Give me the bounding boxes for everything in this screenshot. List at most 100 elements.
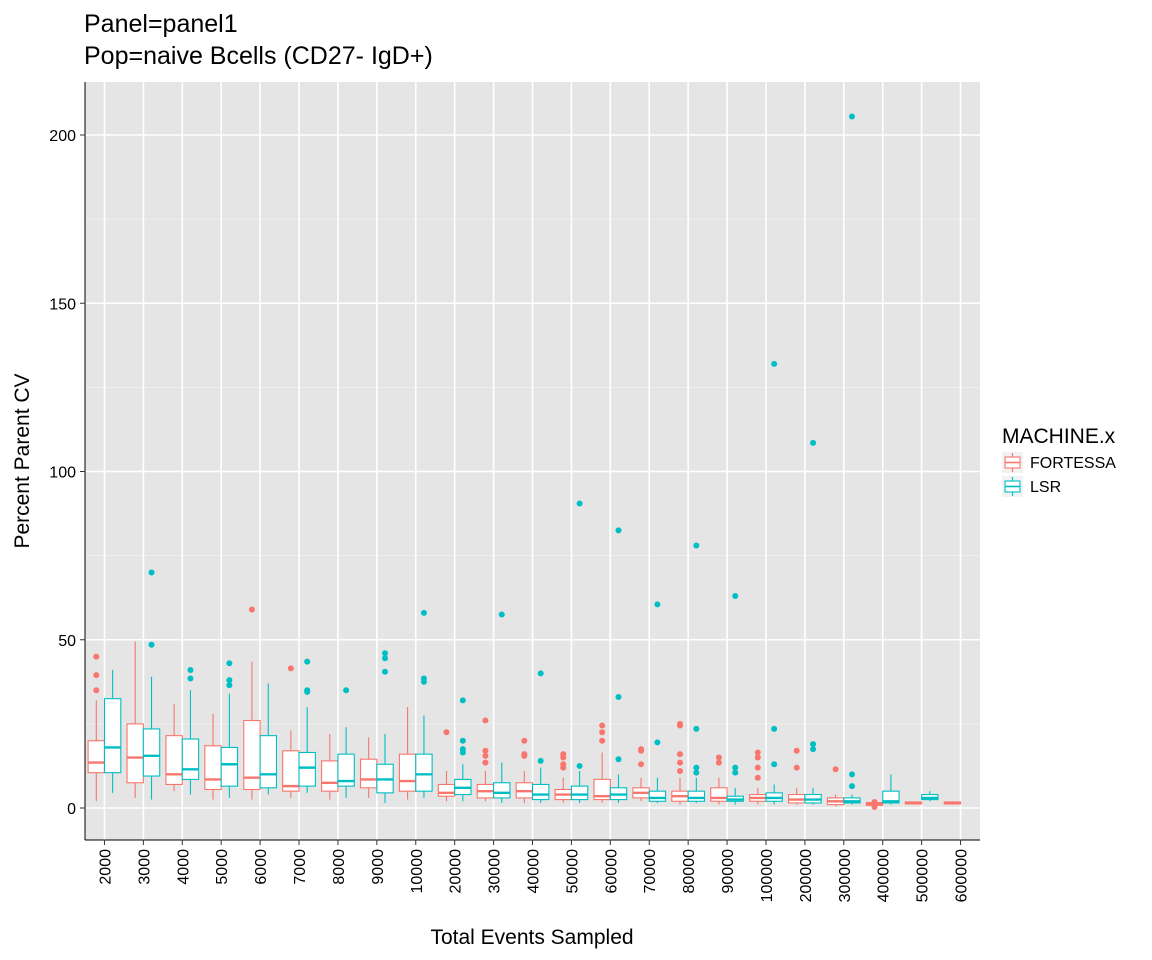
x-tick-label: 20000 (448, 849, 465, 894)
chart-subtitle: Pop=naive Bcells (CD27- IgD+) (84, 42, 433, 70)
outlier-point (771, 725, 778, 732)
x-tick-label: 80000 (681, 849, 698, 894)
x-tick-label: 400000 (876, 849, 893, 902)
outlier-point (521, 751, 528, 758)
outlier-point (560, 751, 567, 758)
box-lsr-20000 (454, 697, 472, 802)
x-tick-label: 500000 (915, 849, 932, 902)
outlier-point (832, 766, 839, 773)
box-body (531, 783, 550, 801)
box-lsr-70000 (648, 601, 667, 803)
box-body (243, 719, 261, 791)
outlier-point (810, 439, 817, 446)
box-body (437, 783, 456, 797)
box-body (337, 753, 355, 787)
outlier-point (576, 762, 583, 769)
outlier-point (615, 527, 622, 534)
outlier-point (693, 542, 700, 549)
outlier-point (459, 746, 466, 753)
outlier-point (810, 741, 817, 748)
outlier-point (693, 764, 700, 771)
outlier-point (848, 771, 855, 778)
outlier-point (420, 675, 427, 682)
outlier-point (482, 759, 489, 766)
box-fortessa-60000 (593, 722, 611, 803)
box-lsr-3000 (142, 569, 161, 800)
outlier-point (693, 769, 700, 776)
x-tick-label: 200000 (798, 849, 815, 902)
box-body (882, 790, 900, 804)
box-body (259, 735, 278, 789)
box-layer (87, 113, 962, 810)
outlier-point (732, 764, 739, 771)
outlier-point (599, 722, 606, 729)
outlier-point (148, 569, 155, 576)
box-lsr-50000 (570, 500, 589, 803)
outlier-point (615, 693, 622, 700)
outlier-point (482, 747, 489, 754)
y-tick-labels: 0 50 100 150 200 (49, 128, 76, 818)
x-tick-label: 6000 (253, 849, 270, 885)
outlier-point (287, 665, 294, 672)
box-body (687, 790, 706, 802)
outlier-point (771, 761, 778, 768)
outlier-point (715, 754, 722, 761)
outlier-point (226, 682, 233, 689)
outlier-point (382, 650, 389, 657)
x-tick-label: 40000 (526, 849, 543, 894)
box-fortessa-40000 (515, 737, 534, 803)
outlier-point (187, 667, 194, 674)
box-fortessa-300000 (826, 766, 845, 807)
legend: MACHINE.x FORTESSA LSR (1002, 425, 1116, 497)
box-lsr-80000 (687, 542, 706, 803)
legend-key-lsr (1002, 476, 1023, 497)
box-lsr-100000 (765, 360, 783, 805)
box-body (220, 746, 239, 787)
box-fortessa-100000 (749, 749, 767, 805)
outlier-point (521, 737, 528, 744)
box-fortessa-7000 (282, 665, 300, 798)
box-body (87, 740, 106, 774)
outlier-point (771, 360, 778, 367)
y-tick-label: 0 (67, 801, 76, 818)
outlier-point (793, 747, 800, 754)
box-fortessa-500000 (904, 801, 923, 805)
outlier-point (459, 697, 466, 704)
box-lsr-40000 (531, 670, 550, 803)
outlier-point (676, 759, 683, 766)
legend-title: MACHINE.x (1002, 425, 1116, 448)
outlier-point (148, 641, 155, 648)
legend-key-fortessa (1002, 452, 1023, 473)
box-fortessa-5000 (204, 713, 222, 800)
x-tick-label: 5000 (214, 849, 231, 885)
outlier-point (654, 601, 661, 608)
box-lsr-7000 (298, 658, 316, 793)
box-lsr-5000 (220, 660, 239, 798)
box-body (126, 723, 144, 784)
outlier-point (754, 774, 761, 781)
box-lsr-200000 (804, 439, 822, 805)
outlier-point (676, 720, 683, 727)
y-tick-label: 50 (58, 633, 76, 650)
outlier-point (382, 668, 389, 675)
legend-label-fortessa: FORTESSA (1030, 455, 1116, 472)
box-fortessa-3000 (126, 641, 144, 798)
box-fortessa-600000 (943, 801, 962, 805)
box-fortessa-30000 (476, 717, 495, 802)
box-fortessa-9000 (359, 737, 378, 798)
outlier-point (810, 746, 817, 753)
outlier-point (343, 687, 350, 694)
x-tick-label: 90000 (720, 849, 737, 894)
outlier-point (732, 769, 739, 776)
outlier-point (848, 113, 855, 120)
box-lsr-4000 (181, 667, 200, 795)
x-tick-labels: 2000 3000 4000 5000 6000 7000 8000 9000 10000 200… (97, 849, 970, 902)
box-fortessa-80000 (671, 720, 689, 805)
box-body (165, 735, 183, 785)
box-lsr-30000 (493, 611, 511, 803)
y-tick-label: 200 (49, 128, 76, 145)
x-tick-label: 8000 (331, 849, 348, 885)
chart-title: Panel=panel1 (84, 10, 238, 38)
box-body (103, 698, 122, 774)
y-tick-label: 150 (49, 296, 76, 313)
